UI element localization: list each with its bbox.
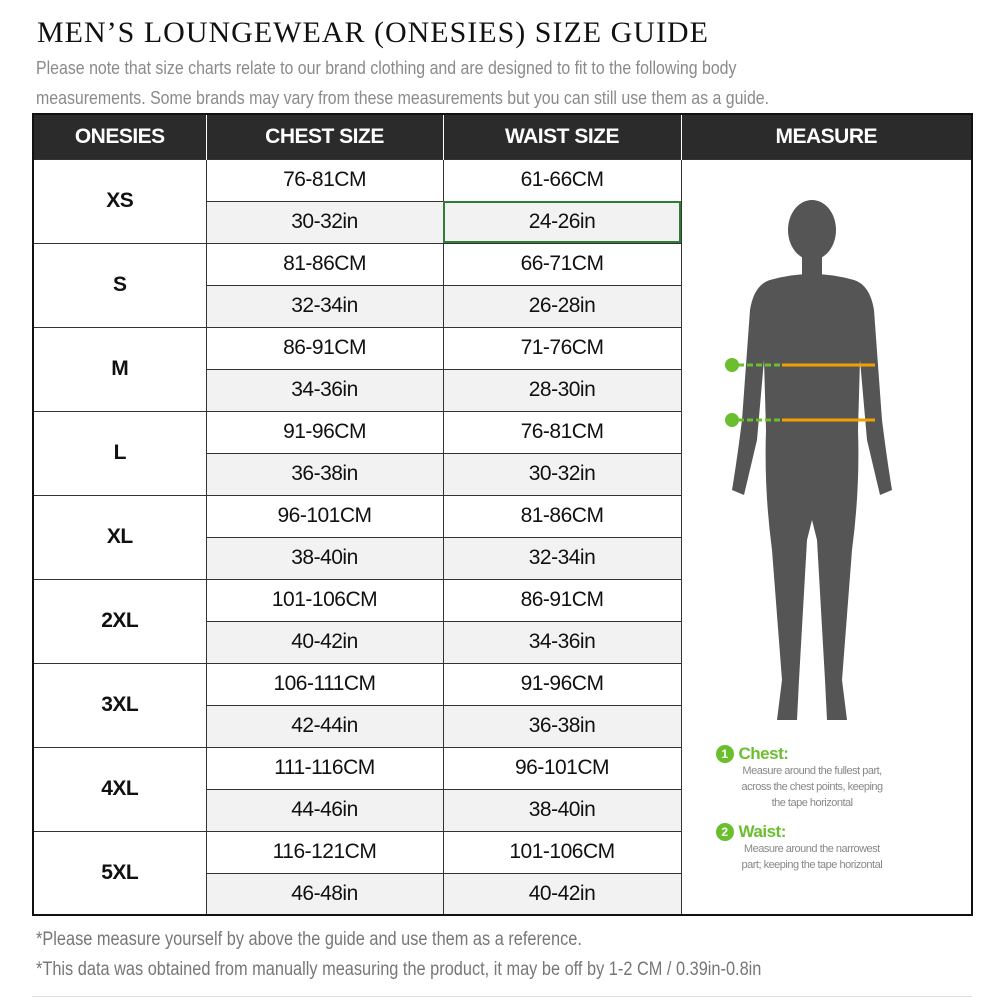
chest-cm: 111-116CM [205, 746, 444, 790]
table-row: 32-34in 26-28in [33, 284, 972, 328]
divider [32, 996, 972, 997]
measure-panel: 1 Chest: Measure around the fullest part,… [680, 158, 973, 916]
waist-in: 34-36in [442, 620, 682, 664]
page-title: MEN’S LOUNGEWEAR (ONESIES) SIZE GUIDE [37, 16, 709, 49]
waist-in: 24-26in [442, 200, 682, 244]
chest-cm: 76-81CM [205, 158, 444, 202]
size-label: S [32, 242, 207, 328]
header-onesies: ONESIES [33, 114, 206, 159]
table-row: 38-40in 32-34in [33, 536, 972, 580]
size-label: 4XL [32, 746, 207, 832]
table-row: S 81-86CM 66-71CM [32, 242, 972, 328]
waist-in: 26-28in [442, 284, 682, 328]
size-label: 5XL [32, 830, 207, 916]
size-label: 2XL [32, 578, 207, 664]
size-label: L [32, 410, 207, 496]
chest-in: 38-40in [205, 536, 444, 580]
waist-number-icon: 2 [715, 822, 734, 841]
chest-cm: 96-101CM [205, 494, 444, 538]
table-row: 4XL 111-116CM 96-101CM [32, 746, 972, 832]
chest-number-icon: 1 [715, 744, 734, 763]
waist-cm: 61-66CM [442, 158, 682, 202]
footnote-1: *Please measure yourself by above the gu… [36, 929, 582, 950]
size-label: 3XL [32, 662, 207, 748]
body-figure [724, 199, 892, 720]
chest-cm: 81-86CM [205, 242, 444, 286]
chest-in: 32-34in [205, 284, 444, 328]
chest-legend-label: Chest: [738, 743, 789, 763]
table-row: 46-48in 40-42in [33, 872, 972, 916]
chest-legend: 1 Chest: Measure around the fullest part,… [715, 743, 884, 811]
table-row: 3XL 106-111CM 91-96CM [32, 662, 972, 748]
chest-desc-1: Measure around the fullest part, [742, 764, 882, 777]
chest-cm: 101-106CM [205, 578, 444, 622]
waist-in: 30-32in [442, 452, 682, 496]
waist-in: 38-40in [442, 788, 682, 832]
waist-cm: 96-101CM [442, 746, 682, 790]
waist-in: 28-30in [442, 368, 682, 412]
waist-marker-icon [724, 412, 739, 427]
table-row: 2XL 101-106CM 86-91CM [32, 578, 972, 664]
chest-cm: 86-91CM [205, 326, 444, 370]
header-measure: MEASURE [680, 114, 972, 159]
waist-in: 36-38in [442, 704, 682, 748]
chest-in: 30-32in [205, 200, 444, 244]
chest-desc-2: across the chest points, keeping [741, 780, 884, 793]
chest-in: 36-38in [205, 452, 444, 496]
chest-in: 40-42in [205, 620, 444, 664]
size-label: XS [32, 158, 207, 244]
table-row: 36-38in 30-32in [33, 452, 972, 496]
waist-in: 40-42in [442, 872, 682, 916]
size-label: XL [32, 494, 207, 580]
table-row: 40-42in 34-36in [33, 620, 972, 664]
waist-cm: 86-91CM [442, 578, 682, 622]
table-row: 30-32in 24-26in [33, 200, 972, 244]
intro-line-2: measurements. Some brands may vary from … [36, 87, 770, 108]
table-row: 5XL 116-121CM 101-106CM [32, 830, 972, 916]
table-row: 34-36in 28-30in [33, 368, 972, 412]
header-waist: WAIST SIZE [442, 114, 681, 159]
chest-marker-icon [724, 357, 739, 372]
size-table: ONESIES CHEST SIZE WAIST SIZE MEASURE XS… [32, 113, 973, 916]
waist-desc-2: part; keeping the tape horizontal [741, 858, 883, 871]
waist-cm: 81-86CM [442, 494, 682, 538]
waist-cm: 71-76CM [442, 326, 682, 370]
footnote-2: *This data was obtained from manually me… [36, 959, 762, 980]
waist-cm: 91-96CM [442, 662, 682, 706]
chest-in: 44-46in [205, 788, 444, 832]
waist-cm: 101-106CM [442, 830, 682, 874]
chest-in: 46-48in [205, 872, 444, 916]
table-row: 44-46in 38-40in [33, 788, 972, 832]
table-row: 42-44in 36-38in [33, 704, 972, 748]
waist-cm: 66-71CM [442, 242, 682, 286]
intro-line-1: Please note that size charts relate to o… [36, 57, 737, 78]
waist-in: 32-34in [442, 536, 682, 580]
waist-cm: 76-81CM [442, 410, 682, 454]
header-chest: CHEST SIZE [205, 114, 443, 159]
chest-cm: 106-111CM [205, 662, 444, 706]
chest-in: 42-44in [205, 704, 444, 748]
chest-cm: 91-96CM [205, 410, 444, 454]
waist-legend: 2 Waist: Measure around the narrowest par… [715, 821, 883, 873]
chest-in: 34-36in [205, 368, 444, 412]
chest-cm: 116-121CM [205, 830, 444, 874]
waist-legend-label: Waist: [738, 821, 787, 841]
waist-desc-1: Measure around the narrowest [743, 842, 880, 855]
chest-desc-3: the tape horizontal [771, 796, 854, 809]
size-label: M [32, 326, 207, 412]
table-row: XS 76-81CM 61-66CM 1 Chest: Measure aroun… [32, 158, 973, 916]
